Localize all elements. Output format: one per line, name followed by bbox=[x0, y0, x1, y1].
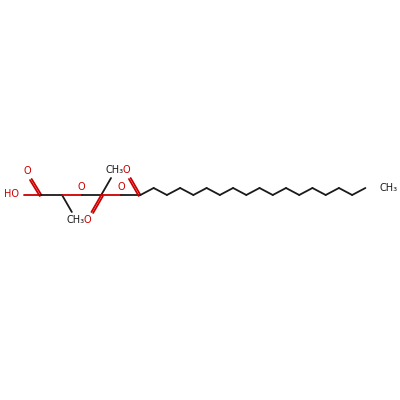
Text: CH₃: CH₃ bbox=[106, 165, 124, 175]
Text: O: O bbox=[78, 182, 86, 192]
Text: O: O bbox=[24, 166, 32, 176]
Text: O: O bbox=[123, 165, 130, 175]
Text: O: O bbox=[117, 182, 125, 192]
Text: CH₃: CH₃ bbox=[379, 183, 397, 193]
Text: HO: HO bbox=[4, 189, 19, 199]
Text: CH₃: CH₃ bbox=[67, 215, 85, 225]
Text: O: O bbox=[84, 215, 91, 225]
